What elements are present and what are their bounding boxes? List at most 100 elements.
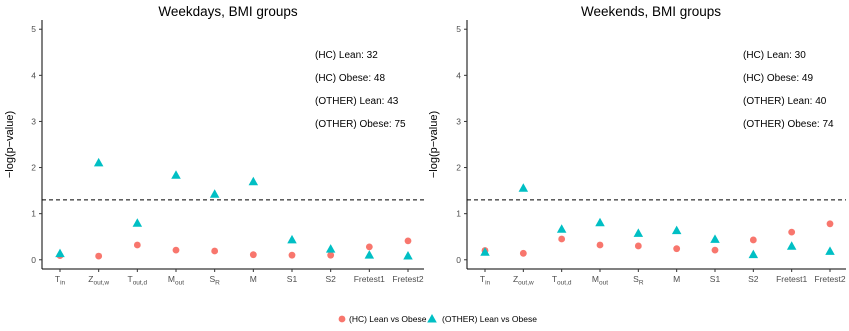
hc-lean-vs-obese-point bbox=[596, 241, 604, 249]
y-axis-label: −log(p−value) bbox=[428, 111, 440, 178]
x-tick-base: S1 bbox=[710, 274, 721, 284]
x-tick-label: SR bbox=[209, 274, 220, 287]
hc-lean-vs-obese-point bbox=[133, 241, 141, 249]
x-tick-base: Fretest2 bbox=[814, 274, 845, 284]
x-tick-label: Zout,w bbox=[513, 274, 534, 287]
x-tick-subscript: in bbox=[485, 280, 490, 287]
hc-lean-vs-obese-point bbox=[172, 246, 180, 254]
hc-lean-vs-obese-point bbox=[288, 251, 296, 259]
x-tick-base: Fretest1 bbox=[354, 274, 385, 284]
group-count-annotation: (OTHER) Lean: 40 bbox=[743, 96, 827, 107]
x-tick-label: S2 bbox=[748, 274, 759, 284]
x-tick-base: M bbox=[168, 274, 175, 284]
x-tick-base: T bbox=[55, 274, 60, 284]
hc-lean-vs-obese-point bbox=[711, 246, 719, 254]
other-lean-vs-obese-point bbox=[518, 183, 529, 192]
other-lean-vs-obese-point bbox=[480, 247, 490, 256]
other-lean-vs-obese-point bbox=[287, 234, 297, 244]
other-lean-vs-obese-point bbox=[132, 218, 143, 227]
x-tick-label: Fretest2 bbox=[392, 274, 423, 284]
x-tick-base: Z bbox=[88, 274, 93, 284]
other-lean-vs-obese-point bbox=[825, 246, 835, 255]
other-lean-vs-obese-point bbox=[748, 249, 759, 259]
group-count-annotation: (OTHER) Lean: 43 bbox=[315, 96, 399, 107]
x-tick-label: Zout,w bbox=[88, 274, 109, 287]
x-tick-base: T bbox=[552, 274, 557, 284]
y-axis-label: −log(p−value) bbox=[4, 111, 16, 178]
hc-lean-vs-obese-point bbox=[558, 235, 566, 243]
y-tick-label: 3 bbox=[456, 116, 461, 126]
other-lean-vs-obese-point bbox=[671, 225, 682, 235]
hc-lean-vs-obese-point bbox=[95, 252, 103, 260]
x-tick-label: SR bbox=[633, 274, 644, 287]
y-tick-label: 3 bbox=[31, 116, 36, 126]
x-tick-subscript: out,d bbox=[133, 280, 148, 287]
x-tick-label: Fretest2 bbox=[814, 274, 845, 284]
x-tick-label: M bbox=[250, 274, 257, 284]
other-lean-vs-obese-point bbox=[710, 234, 720, 243]
x-tick-label: Tin bbox=[480, 274, 491, 287]
x-tick-label: Mout bbox=[168, 274, 184, 287]
x-tick-base: T bbox=[480, 274, 485, 284]
y-tick-label: 0 bbox=[456, 255, 461, 265]
other-lean-vs-obese-point bbox=[325, 244, 336, 253]
hc-lean-vs-obese-point bbox=[365, 243, 373, 251]
x-tick-subscript: out bbox=[175, 280, 184, 287]
weekends-panel: Weekends, BMI groups −log(p−value) 0 1 2 3 4 5 T… bbox=[428, 4, 846, 287]
x-tick-base: S bbox=[633, 274, 639, 284]
x-tick-base: M bbox=[673, 274, 680, 284]
hc-lean-vs-obese-point bbox=[673, 245, 681, 253]
other-lean-vs-obese-point bbox=[209, 189, 220, 198]
x-tick-base: T bbox=[127, 274, 132, 284]
x-tick-label: Tin bbox=[55, 274, 66, 287]
x-tick-label: Fretest1 bbox=[776, 274, 807, 284]
weekdays-panel: Weekdays, BMI groups −log(p−value) 0 1 2 3 4 5 T… bbox=[4, 4, 424, 287]
x-tick-subscript: out,w bbox=[518, 280, 534, 287]
x-tick-base: M bbox=[250, 274, 257, 284]
chart-title: Weekdays, BMI groups bbox=[158, 4, 298, 19]
x-tick-label: Fretest1 bbox=[354, 274, 385, 284]
x-tick-label: Tout,d bbox=[127, 274, 147, 287]
x-tick-label: S2 bbox=[325, 274, 336, 284]
x-tick-label: S1 bbox=[287, 274, 298, 284]
x-tick-subscript: out,w bbox=[93, 280, 109, 287]
hc-lean-vs-obese-point bbox=[249, 251, 257, 259]
x-tick-base: S2 bbox=[325, 274, 336, 284]
x-tick-label: S1 bbox=[710, 274, 721, 284]
x-tick-base: Z bbox=[513, 274, 518, 284]
hc-lean-vs-obese-point bbox=[519, 249, 527, 257]
x-tick-base: Fretest2 bbox=[392, 274, 423, 284]
chart-title: Weekends, BMI groups bbox=[581, 4, 721, 19]
y-tick-label: 4 bbox=[456, 70, 461, 80]
x-tick-subscript: R bbox=[215, 280, 220, 287]
x-tick-base: S1 bbox=[287, 274, 298, 284]
other-lean-vs-obese-point bbox=[55, 248, 65, 258]
hc-lean-vs-obese-point bbox=[404, 237, 412, 245]
y-tick-label: 2 bbox=[31, 163, 36, 173]
other-lean-vs-obese-point bbox=[364, 250, 375, 259]
other-lean-vs-obese-point bbox=[248, 176, 259, 186]
group-count-annotation: (HC) Lean: 32 bbox=[315, 50, 378, 61]
group-count-annotation: (OTHER) Obese: 75 bbox=[315, 119, 406, 130]
other-lean-vs-obese-point bbox=[633, 228, 644, 237]
hc-lean-vs-obese-point bbox=[749, 236, 757, 244]
x-tick-subscript: out bbox=[599, 280, 608, 287]
x-tick-base: S2 bbox=[748, 274, 759, 284]
x-tick-label: Tout,d bbox=[552, 274, 572, 287]
y-tick-label: 5 bbox=[31, 24, 36, 34]
y-tick-label: 5 bbox=[456, 24, 461, 34]
hc-lean-vs-obese-point bbox=[788, 228, 796, 236]
group-count-annotation: (HC) Lean: 30 bbox=[743, 50, 806, 61]
other-lean-vs-obese-point bbox=[556, 224, 567, 233]
other-lean-vs-obese-point bbox=[786, 241, 797, 250]
group-count-annotation: (HC) Obese: 49 bbox=[743, 73, 813, 84]
x-tick-label: Mout bbox=[592, 274, 608, 287]
y-tick-label: 1 bbox=[31, 209, 36, 219]
x-tick-label: M bbox=[673, 274, 680, 284]
hc-lean-vs-obese-point bbox=[327, 251, 335, 259]
y-tick-label: 2 bbox=[456, 163, 461, 173]
x-tick-subscript: in bbox=[60, 280, 65, 287]
y-tick-label: 4 bbox=[31, 70, 36, 80]
x-tick-base: Fretest1 bbox=[776, 274, 807, 284]
